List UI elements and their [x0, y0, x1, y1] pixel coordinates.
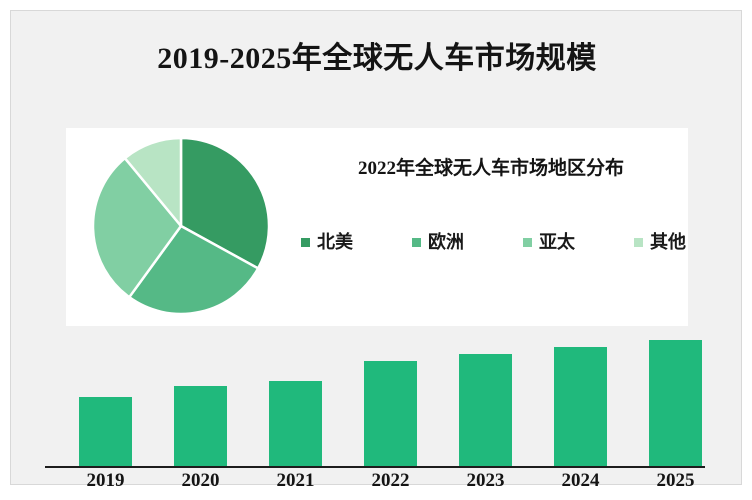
bar-chart-bars	[37, 331, 717, 466]
bar-chart-bar	[269, 381, 322, 466]
bar-chart: 2019 2020 2021 2022 2023 2024 2025	[37, 331, 717, 491]
legend-item-north-america: 北美	[301, 233, 353, 251]
pie-slice	[123, 136, 183, 228]
bar-chart-x-labels: 2019 2020 2021 2022 2023 2024 2025	[37, 470, 717, 500]
pie-legend: 北美 欧洲 亚太 其他	[301, 233, 686, 251]
infographic-canvas: 2019-2025年全球无人车市场规模 2022年全球无人车市场地区分布 北美 …	[10, 10, 742, 491]
bar-chart-x-label: 2024	[561, 470, 600, 491]
legend-item-asia-pacific: 亚太	[523, 233, 575, 251]
pie-chart-title: 2022年全球无人车市场地区分布	[357, 158, 624, 179]
bar-chart-x-label: 2023	[466, 470, 505, 491]
bar-chart-bar	[459, 354, 512, 466]
legend-swatch-icon	[412, 237, 421, 247]
page-title: 2019-2025年全球无人车市场规模	[157, 42, 597, 75]
bar-chart-bar	[79, 397, 132, 466]
pie-slice	[179, 136, 271, 270]
legend-swatch-icon	[523, 237, 532, 247]
bar-chart-bar	[554, 347, 607, 466]
pie-slice	[128, 224, 260, 316]
bar-chart-x-label: 2025	[656, 470, 695, 491]
bar-chart-bar	[649, 340, 702, 466]
bar-chart-x-label: 2021	[276, 470, 315, 491]
bar-chart-bar	[174, 386, 227, 466]
legend-swatch-icon	[301, 237, 310, 247]
bar-chart-x-label: 2020	[181, 470, 220, 491]
legend-item-europe: 欧洲	[412, 233, 464, 251]
legend-swatch-icon	[634, 237, 643, 247]
bar-chart-bar	[364, 361, 417, 466]
legend-item-other: 其他	[634, 233, 686, 251]
bar-chart-x-label: 2019	[86, 470, 125, 491]
pie-chart-svg	[91, 136, 271, 316]
legend-label: 欧洲	[428, 232, 464, 252]
pie-chart-card: 2022年全球无人车市场地区分布 北美 欧洲 亚太 其他	[66, 128, 688, 326]
bar-chart-x-label: 2022	[371, 470, 410, 491]
pie-slice	[91, 156, 183, 299]
pie-chart	[91, 136, 271, 316]
legend-label: 亚太	[539, 232, 575, 252]
bar-chart-axis	[45, 466, 705, 468]
legend-label: 北美	[317, 232, 353, 252]
pie-slices	[91, 136, 271, 316]
legend-label: 其他	[650, 232, 686, 252]
